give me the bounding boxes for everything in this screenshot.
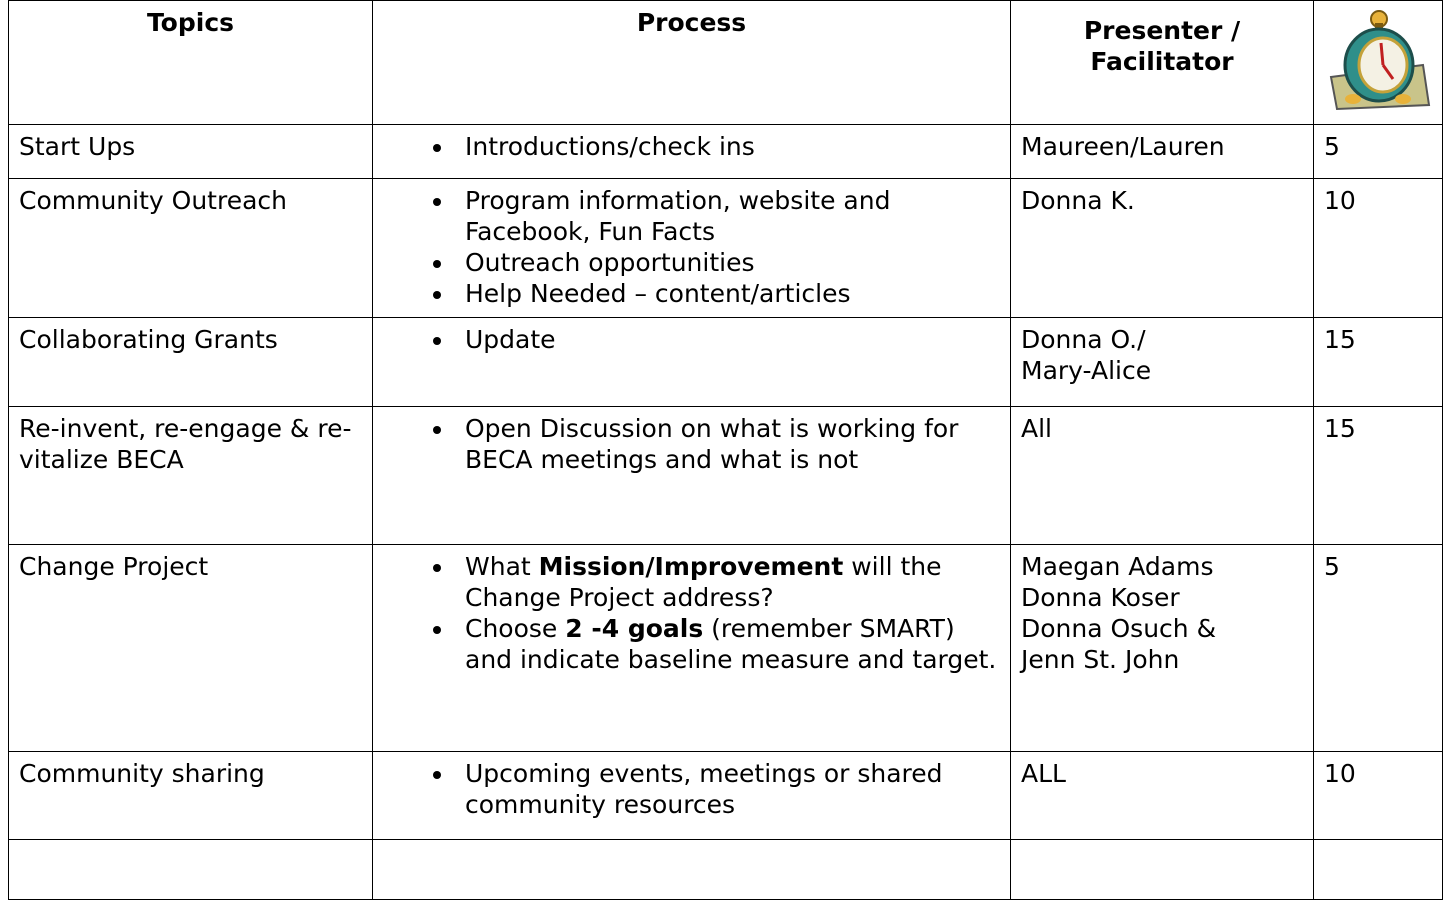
minutes-cell: 10 xyxy=(1313,178,1443,318)
process-list: What Mission/Improvement will the Change… xyxy=(383,551,1000,675)
topic-cell: Community Outreach xyxy=(8,178,373,318)
row: Community Outreach Program information, w… xyxy=(8,178,1443,318)
empty-cell xyxy=(8,839,373,900)
presenter-line: Jenn St. John xyxy=(1021,645,1180,674)
presenter-line: Mary-Alice xyxy=(1021,356,1152,385)
process-cell: Introductions/check ins xyxy=(372,124,1011,179)
presenter-cell: All xyxy=(1010,406,1314,545)
topic-cell: Collaborating Grants xyxy=(8,317,373,407)
topic-cell: Community sharing xyxy=(8,751,373,840)
process-item: Upcoming events, meetings or shared comm… xyxy=(455,758,1000,820)
process-text: will the Change Project address? xyxy=(465,552,942,612)
presenter-cell: Maegan Adams Donna Koser Donna Osuch & Jenn… xyxy=(1010,544,1314,752)
process-list: Update xyxy=(383,324,1000,355)
presenter-line: Donna O./ xyxy=(1021,325,1146,354)
process-item: Help Needed – content/articles xyxy=(455,278,1000,309)
presenter-line: Maegan Adams xyxy=(1021,552,1214,581)
topic-cell: Re-invent, re-engage & re-vitalize BECA xyxy=(8,406,373,545)
process-text: Introductions/check ins xyxy=(465,132,755,161)
process-cell: Program information, website and Faceboo… xyxy=(372,178,1011,318)
clock-icon-cell xyxy=(1313,0,1443,125)
process-text: Open Discussion on what is working for B… xyxy=(465,414,959,474)
presenter-cell: ALL xyxy=(1010,751,1314,840)
process-text: Choose xyxy=(465,614,566,643)
process-cell: Open Discussion on what is working for B… xyxy=(372,406,1011,545)
presenter-line: Donna K. xyxy=(1021,186,1135,215)
process-text: Update xyxy=(465,325,556,354)
process-item: Introductions/check ins xyxy=(455,131,1000,162)
process-item: What Mission/Improvement will the Change… xyxy=(455,551,1000,613)
minutes-cell: 5 xyxy=(1313,124,1443,179)
process-text: Outreach opportunities xyxy=(465,248,755,277)
presenter-line: ALL xyxy=(1021,759,1066,788)
process-text: Program information, website and Faceboo… xyxy=(465,186,891,246)
row: Collaborating Grants Update Donna O./Mary-… xyxy=(8,317,1443,407)
presenter-line: All xyxy=(1021,414,1052,443)
row: Community sharing Upcoming events, meetin… xyxy=(8,751,1443,840)
process-text: (remember SMART) and indicate baseline m… xyxy=(465,614,997,674)
process-cell: What Mission/Improvement will the Change… xyxy=(372,544,1011,752)
header-row: Topics Process Presenter / Facilitator xyxy=(8,0,1443,125)
agenda-table: Topics Process Presenter / Facilitator S… xyxy=(8,0,1443,900)
empty-row xyxy=(8,839,1443,900)
process-list: Open Discussion on what is working for B… xyxy=(383,413,1000,475)
process-text: Upcoming events, meetings or shared comm… xyxy=(465,759,943,819)
process-cell: Update xyxy=(372,317,1011,407)
process-item: Open Discussion on what is working for B… xyxy=(455,413,1000,475)
process-text: What xyxy=(465,552,539,581)
presenter-line: Donna Koser xyxy=(1021,583,1180,612)
row: Change Project What Mission/Improvement w… xyxy=(8,544,1443,752)
process-text: 2 -4 goals xyxy=(565,614,704,643)
presenter-cell: Donna O./Mary-Alice xyxy=(1010,317,1314,407)
empty-cell xyxy=(1313,839,1443,900)
minutes-cell: 15 xyxy=(1313,317,1443,407)
process-list: Program information, website and Faceboo… xyxy=(383,185,1000,309)
header-cell: Topics xyxy=(8,0,373,125)
header-cell: Process xyxy=(372,0,1011,125)
presenter-cell: Maureen/Lauren xyxy=(1010,124,1314,179)
empty-cell xyxy=(372,839,1011,900)
presenter-line: Maureen/Lauren xyxy=(1021,132,1225,161)
process-item: Update xyxy=(455,324,1000,355)
process-list: Upcoming events, meetings or shared comm… xyxy=(383,758,1000,820)
process-item: Program information, website and Faceboo… xyxy=(455,185,1000,247)
topic-cell: Start Ups xyxy=(8,124,373,179)
minutes-cell: 10 xyxy=(1313,751,1443,840)
process-item: Outreach opportunities xyxy=(455,247,1000,278)
process-text: Mission/Improvement xyxy=(538,552,844,581)
row: Start Ups Introductions/check ins Maureen/… xyxy=(8,124,1443,179)
presenter-line: Donna Osuch & xyxy=(1021,614,1217,643)
topic-cell: Change Project xyxy=(8,544,373,752)
minutes-cell: 15 xyxy=(1313,406,1443,545)
minutes-cell: 5 xyxy=(1313,544,1443,752)
row: Re-invent, re-engage & re-vitalize BECA O… xyxy=(8,406,1443,545)
header-cell: Presenter / Facilitator xyxy=(1010,0,1314,125)
presenter-cell: Donna K. xyxy=(1010,178,1314,318)
process-cell: Upcoming events, meetings or shared comm… xyxy=(372,751,1011,840)
clock-icon xyxy=(1329,10,1431,111)
process-list: Introductions/check ins xyxy=(383,131,1000,162)
process-text: Help Needed – content/articles xyxy=(465,279,851,308)
process-item: Choose 2 -4 goals (remember SMART) and i… xyxy=(455,613,1000,675)
empty-cell xyxy=(1010,839,1314,900)
